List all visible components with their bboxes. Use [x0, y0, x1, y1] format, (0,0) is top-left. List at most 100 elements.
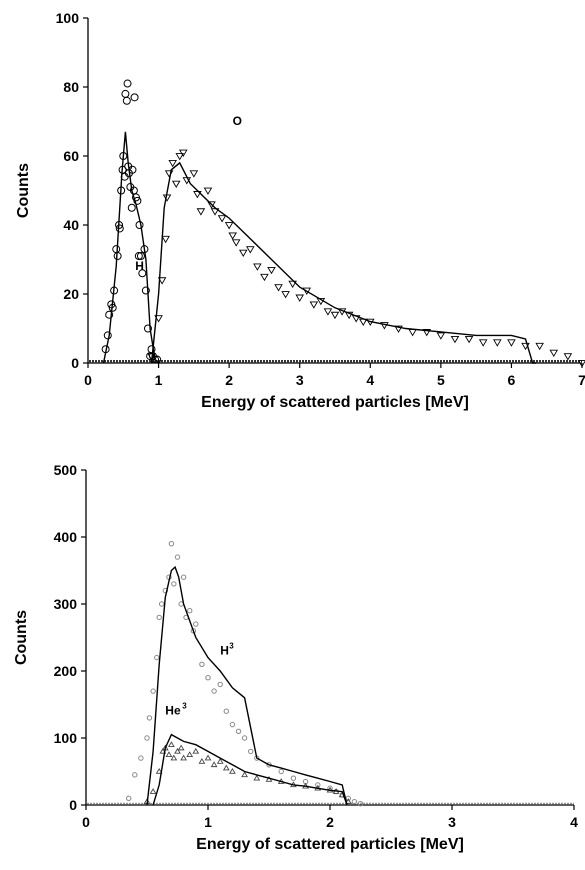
- data-point: [216, 757, 224, 764]
- annotation-superscript: 3: [182, 702, 187, 711]
- data-point: [135, 221, 144, 229]
- data-point: [136, 252, 145, 261]
- data-point: [478, 339, 488, 347]
- data-point: [168, 159, 177, 168]
- y-axis-label: Counts: [15, 163, 32, 218]
- x-tick-label: 1: [204, 814, 212, 830]
- data-point: [278, 768, 284, 775]
- data-point: [154, 654, 160, 661]
- data-point: [238, 249, 248, 257]
- data-point: [157, 277, 167, 285]
- data-point: [170, 754, 178, 761]
- data-point: [131, 193, 140, 202]
- annotation-label: H: [135, 259, 144, 273]
- annotation-label: He: [165, 704, 181, 718]
- data-point: [316, 298, 326, 306]
- data-point: [199, 661, 205, 667]
- data-point: [203, 187, 213, 195]
- y-tick-label: 80: [63, 79, 79, 95]
- fit-line: [152, 733, 348, 806]
- data-point: [223, 708, 230, 714]
- data-point: [309, 301, 319, 309]
- data-point: [207, 201, 216, 209]
- data-point: [274, 284, 283, 292]
- data-point: [141, 286, 150, 295]
- data-point: [577, 360, 585, 368]
- series-h-fit: [102, 131, 161, 364]
- data-point: [155, 768, 163, 774]
- y-tick-label: 0: [71, 355, 79, 371]
- data-point: [224, 222, 234, 230]
- y-tick-label: 60: [63, 148, 79, 164]
- data-point: [171, 581, 177, 587]
- data-point: [196, 208, 206, 216]
- annotation-label: O: [233, 114, 242, 128]
- data-point: [180, 754, 187, 761]
- data-point: [174, 554, 181, 560]
- data-point: [248, 748, 254, 755]
- data-point: [210, 761, 218, 768]
- data-point: [507, 339, 516, 347]
- data-point: [177, 744, 185, 751]
- data-point: [156, 614, 162, 621]
- x-tick-label: 4: [366, 372, 374, 388]
- data-point: [121, 89, 130, 98]
- y-tick-label: 500: [54, 462, 78, 478]
- data-point: [436, 332, 446, 340]
- data-point: [143, 324, 152, 333]
- x-axis-label: Energy of scattered particles [MeV]: [201, 394, 469, 411]
- data-point: [175, 153, 185, 161]
- data-point: [549, 349, 559, 358]
- series-he3-fit: [152, 733, 348, 806]
- fit-line: [150, 161, 537, 364]
- data-point: [241, 771, 248, 778]
- data-point: [144, 735, 150, 741]
- y-axis-label: Counts: [13, 610, 30, 665]
- data-point: [204, 754, 212, 761]
- data-point: [229, 721, 236, 728]
- data-point: [394, 325, 403, 333]
- data-point: [408, 329, 417, 337]
- data-point: [464, 335, 474, 344]
- data-point: [493, 339, 502, 347]
- data-point: [171, 180, 181, 188]
- annotation-label: H: [220, 643, 229, 657]
- y-tick-label: 100: [56, 10, 80, 26]
- data-point: [193, 621, 199, 627]
- data-point: [422, 329, 432, 337]
- data-point: [134, 252, 143, 261]
- x-tick-label: 2: [225, 372, 233, 388]
- data-point: [138, 755, 144, 761]
- data-point: [190, 628, 197, 634]
- data-point: [235, 728, 242, 734]
- data-point: [211, 688, 217, 694]
- x-tick-label: 3: [296, 372, 304, 388]
- data-point: [133, 196, 142, 205]
- data-point: [161, 235, 170, 244]
- data-point: [295, 294, 305, 302]
- x-tick-label: 6: [508, 372, 516, 388]
- data-point: [450, 335, 460, 344]
- data-point: [168, 741, 175, 747]
- data-point: [122, 96, 131, 105]
- data-point: [153, 355, 162, 364]
- series-h3: [126, 541, 364, 807]
- series-o: [147, 149, 585, 368]
- data-point: [180, 574, 187, 580]
- data-point: [290, 775, 297, 781]
- data-point: [198, 757, 206, 764]
- x-tick-label: 0: [82, 814, 90, 830]
- data-point: [217, 215, 227, 223]
- data-point: [150, 688, 156, 694]
- data-point: [253, 774, 261, 781]
- y-tick-label: 20: [63, 286, 79, 302]
- data-point: [168, 541, 175, 547]
- data-point: [228, 232, 237, 240]
- data-point: [192, 747, 200, 754]
- data-point: [132, 772, 138, 778]
- x-tick-label: 0: [84, 372, 92, 388]
- data-point: [107, 300, 116, 309]
- data-point: [344, 798, 352, 804]
- fit-line: [146, 565, 348, 806]
